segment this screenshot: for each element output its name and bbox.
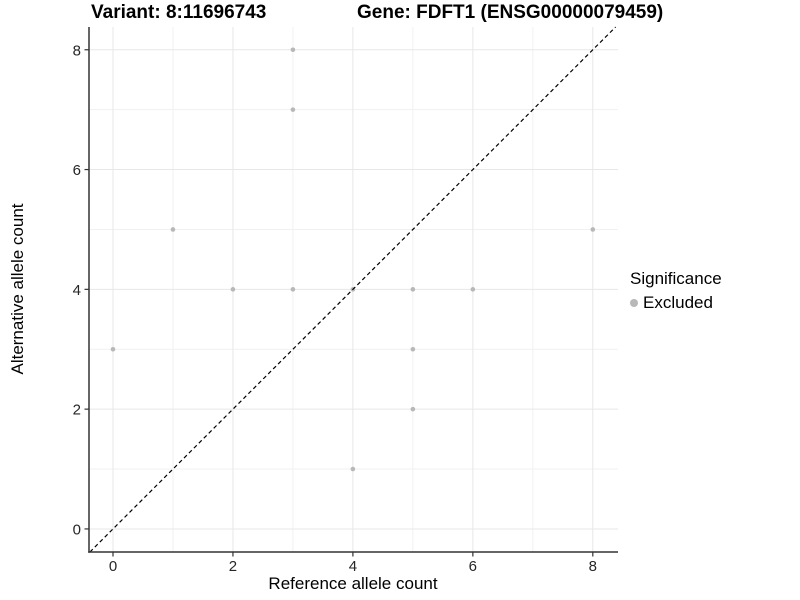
legend: Significance Excluded bbox=[630, 269, 722, 313]
legend-key-dot bbox=[630, 299, 638, 307]
tick-marks bbox=[84, 49, 594, 557]
legend-entry-label: Excluded bbox=[643, 293, 713, 312]
data-point bbox=[290, 47, 296, 53]
data-point bbox=[410, 346, 416, 352]
data-point bbox=[350, 466, 356, 472]
x-tick-label: 0 bbox=[109, 558, 117, 575]
tick-labels: 0 2 4 6 8 0 2 4 6 8 bbox=[73, 42, 597, 575]
x-tick-label: 6 bbox=[469, 558, 477, 575]
legend-title: Significance bbox=[630, 269, 722, 288]
y-axis-label: Alternative allele count bbox=[8, 203, 27, 375]
y-tick-label: 6 bbox=[73, 162, 81, 179]
legend-entry-excluded: Excluded bbox=[630, 293, 722, 313]
data-point bbox=[230, 287, 236, 292]
data-point bbox=[170, 227, 176, 232]
variant-title: Variant: 8:11696743 bbox=[91, 2, 267, 23]
data-point bbox=[290, 107, 296, 112]
data-point bbox=[590, 227, 596, 232]
data-point bbox=[410, 406, 416, 412]
data-point bbox=[470, 287, 476, 292]
x-tick-label: 2 bbox=[229, 558, 237, 575]
x-tick-label: 4 bbox=[349, 558, 357, 575]
y-tick-label: 4 bbox=[73, 282, 81, 299]
data-point bbox=[290, 287, 296, 292]
data-point bbox=[410, 287, 416, 292]
data-point bbox=[110, 346, 116, 352]
x-tick-label: 8 bbox=[589, 558, 597, 575]
x-axis-label: Reference allele count bbox=[268, 574, 438, 593]
major-gridlines bbox=[89, 27, 618, 552]
gene-title: Gene: FDFT1 (ENSG00000079459) bbox=[357, 2, 664, 23]
y-tick-label: 2 bbox=[73, 402, 81, 419]
y-tick-label: 8 bbox=[73, 42, 81, 59]
identity-line bbox=[89, 26, 617, 553]
y-tick-label: 0 bbox=[73, 521, 81, 538]
